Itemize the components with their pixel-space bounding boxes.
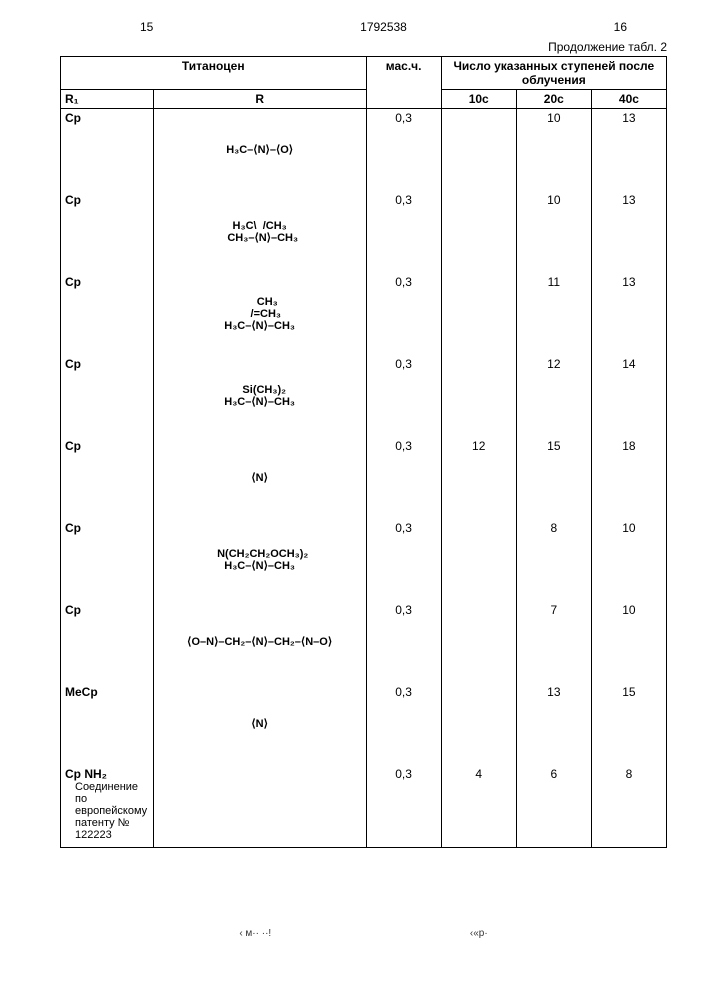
cell-struct: ⟨N⟩ [158,714,362,734]
cell-struct [153,765,366,848]
page-left: 15 [140,20,153,34]
col-20c: 20с [516,90,591,109]
cell-40c: 15 [591,683,666,765]
cell-20c: 13 [516,683,591,765]
cell-10c: 4 [441,765,516,848]
cell-mass: 0,3 [366,519,441,601]
cell-20c: 8 [516,519,591,601]
cell-r1: Cp [61,273,154,355]
cell-struct: H₃C\ /CH₃ CH₃–⟨N⟩–CH₃ [158,216,362,248]
cell-mass: 0,3 [366,273,441,355]
cell-struct: CH₃ /=CH₃ H₃C–⟨N⟩–CH₃ [158,292,362,336]
cell-40c: 13 [591,191,666,273]
cell-mass: 0,3 [366,601,441,683]
col-40c: 40с [591,90,666,109]
cell-10c [441,355,516,437]
cell-40c: 10 [591,519,666,601]
doc-id: 1792538 [360,20,407,34]
cell-struct: ⟨N⟩ [158,468,362,488]
cell-r1: Cp [61,601,154,683]
col-steps: Число указанных ступеней после облучения [441,57,666,90]
cell-20c: 10 [516,109,591,192]
cell-40c: 10 [591,601,666,683]
cell-struct: N(CH₂CH₂OCH₃)₂ H₃C–⟨N⟩–CH₃ [158,544,362,576]
cell-r1: Cp [61,355,154,437]
col-10c: 10с [441,90,516,109]
cell-10c [441,273,516,355]
cell-40c: 8 [591,765,666,848]
cell-10c: 12 [441,437,516,519]
cell-r1: Cp NH₂ Соединение по европейскому патент… [61,765,154,848]
cell-20c: 10 [516,191,591,273]
cell-40c: 13 [591,109,666,192]
continuation-label: Продолжение табл. 2 [60,40,667,54]
compound-note: Соединение по европейскому патенту № 122… [65,781,149,841]
cell-r1: MeCp [61,683,154,765]
cell-40c: 13 [591,273,666,355]
cell-20c: 11 [516,273,591,355]
cell-20c: 15 [516,437,591,519]
cell-struct: Si(CH₃)₂ H₃C–⟨N⟩–CH₃ [158,380,362,412]
cell-r1: Cp [61,519,154,601]
data-table: Титаноцен мас.ч. Число указанных ступене… [60,56,667,848]
cell-40c: 18 [591,437,666,519]
col-r1: R₁ [61,90,154,109]
cell-10c [441,109,516,192]
cell-40c: 14 [591,355,666,437]
cell-10c [441,519,516,601]
page-right: 16 [614,20,627,34]
cell-10c [441,191,516,273]
cell-r1: Cp [61,109,154,192]
col-r: R [153,90,366,109]
footer-mark: ‹ м·· ··! [239,928,271,939]
cell-mass: 0,3 [366,109,441,192]
col-titanocen: Титаноцен [61,57,367,90]
cell-mass: 0,3 [366,355,441,437]
cell-struct: H₃C–⟨N⟩–⟨O⟩ [158,140,362,160]
cell-20c: 12 [516,355,591,437]
cell-10c [441,683,516,765]
cell-mass: 0,3 [366,765,441,848]
cell-mass: 0,3 [366,191,441,273]
col-mass: мас.ч. [366,57,441,109]
cell-mass: 0,3 [366,437,441,519]
cell-r1: Cp [61,191,154,273]
cell-20c: 6 [516,765,591,848]
cell-struct: ⟨O–N⟩–CH₂–⟨N⟩–CH₂–⟨N–O⟩ [158,632,362,652]
cell-20c: 7 [516,601,591,683]
cell-10c [441,601,516,683]
cell-r1: Cp [61,437,154,519]
cell-mass: 0,3 [366,683,441,765]
footer-mark: ‹«p· [470,928,488,939]
